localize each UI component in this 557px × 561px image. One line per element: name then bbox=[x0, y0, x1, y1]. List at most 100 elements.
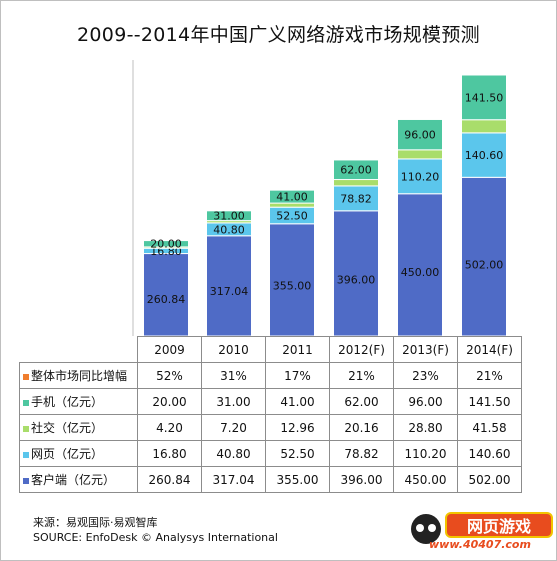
table-cell: 41.58 bbox=[457, 414, 522, 441]
data-label: 20.00 bbox=[150, 238, 182, 251]
legend-label: 网页（亿元） bbox=[31, 447, 104, 461]
legend-key bbox=[23, 399, 29, 406]
bar-segment bbox=[206, 210, 252, 222]
table-cell: 502.00 bbox=[457, 466, 522, 493]
table-cell: 28.80 bbox=[393, 414, 458, 441]
table-cell: 52.50 bbox=[265, 440, 330, 467]
data-label: 502.00 bbox=[465, 259, 504, 272]
table-cell: 396.00 bbox=[329, 466, 394, 493]
row-label: 客户端（亿元） bbox=[19, 466, 138, 493]
bar-segment bbox=[461, 176, 507, 337]
bar-segment bbox=[397, 149, 443, 160]
table-cell: 40.80 bbox=[201, 440, 266, 467]
table-row: 社交（亿元） 4.20 7.20 12.96 20.16 28.80 41.58 bbox=[19, 414, 522, 441]
table-row: 整体市场同比增幅 52% 31% 17% 21% 23% 21% bbox=[19, 362, 522, 389]
legend-label: 客户端（亿元） bbox=[31, 473, 116, 487]
data-label: 110.20 bbox=[401, 170, 440, 183]
table-cell: 141.50 bbox=[457, 388, 522, 415]
bar-segment bbox=[333, 179, 379, 187]
data-label: 450.00 bbox=[401, 266, 440, 279]
bar-segment bbox=[333, 185, 379, 212]
row-label: 手机（亿元） bbox=[19, 388, 138, 415]
table-column-header: 2011 bbox=[265, 336, 330, 363]
table-cell: 52% bbox=[137, 362, 202, 389]
data-label: 140.60 bbox=[465, 149, 504, 162]
table-cell: 7.20 bbox=[201, 414, 266, 441]
data-label: 396.00 bbox=[337, 274, 376, 287]
table-cell: 21% bbox=[457, 362, 522, 389]
data-table: 2009 2010 2011 2012(F) 2013(F) 2014(F) 整体市场同比增… bbox=[19, 336, 522, 493]
table-cell: 41.00 bbox=[265, 388, 330, 415]
table-cell: 31% bbox=[201, 362, 266, 389]
bar-segment bbox=[461, 132, 507, 178]
table-cell: 450.00 bbox=[393, 466, 458, 493]
watermark-badge: 网页游戏 bbox=[445, 512, 553, 538]
table-column-header: 2014(F) bbox=[457, 336, 522, 363]
table-cell: 62.00 bbox=[329, 388, 394, 415]
table-cell: 78.82 bbox=[329, 440, 394, 467]
table-cell: 96.00 bbox=[393, 388, 458, 415]
data-label: 40.80 bbox=[213, 223, 245, 236]
table-cell: 17% bbox=[265, 362, 330, 389]
bar-segment bbox=[397, 158, 443, 195]
bar-segment bbox=[461, 119, 507, 134]
data-label: 317.04 bbox=[210, 285, 249, 298]
table-cell: 12.96 bbox=[265, 414, 330, 441]
data-label: 96.00 bbox=[404, 129, 436, 142]
data-label: 52.50 bbox=[276, 209, 308, 222]
table-column-header: 2010 bbox=[201, 336, 266, 363]
table-row: 手机（亿元） 20.00 31.00 41.00 62.00 96.00 141.50 bbox=[19, 388, 522, 415]
legend-key bbox=[23, 451, 29, 458]
bar-segment bbox=[269, 189, 315, 204]
table-cell: 20.16 bbox=[329, 414, 394, 441]
source-line-cn: 来源：易观国际·易观智库 bbox=[33, 516, 158, 529]
table-row: 客户端（亿元） 260.84 317.04 355.00 396.00 450.00 502… bbox=[19, 466, 522, 493]
table-cell: 140.60 bbox=[457, 440, 522, 467]
legend-label: 手机（亿元） bbox=[31, 395, 104, 409]
legend-label: 社交（亿元） bbox=[31, 421, 104, 435]
table-cell: 317.04 bbox=[201, 466, 266, 493]
watermark-logo: 网页游戏 www.40407.com bbox=[411, 508, 553, 556]
table-cell: 4.20 bbox=[137, 414, 202, 441]
table-column-header: 2009 bbox=[137, 336, 202, 363]
table-cell: 31.00 bbox=[201, 388, 266, 415]
legend-key bbox=[23, 425, 29, 432]
mascot-icon bbox=[411, 514, 441, 544]
bar-segment bbox=[397, 118, 443, 151]
data-label: 141.50 bbox=[465, 91, 504, 104]
bar-segment bbox=[333, 159, 379, 181]
table-cell: 260.84 bbox=[137, 466, 202, 493]
data-label: 62.00 bbox=[340, 164, 372, 177]
legend-label: 整体市场同比增幅 bbox=[31, 369, 128, 383]
chart-title: 2009--2014年中国广义网络游戏市场规模预测 bbox=[77, 24, 480, 46]
row-label: 社交（亿元） bbox=[19, 414, 138, 441]
table-corner bbox=[19, 336, 138, 363]
legend-key bbox=[23, 373, 29, 380]
row-label: 整体市场同比增幅 bbox=[19, 362, 138, 389]
data-label: 31.00 bbox=[213, 210, 245, 223]
bar-segment bbox=[397, 193, 443, 337]
bar-segment bbox=[461, 74, 507, 121]
table-cell: 355.00 bbox=[265, 466, 330, 493]
table-cell: 21% bbox=[329, 362, 394, 389]
data-label: 78.82 bbox=[340, 192, 372, 205]
table-column-header: 2013(F) bbox=[393, 336, 458, 363]
table-header-row: 2009 2010 2011 2012(F) 2013(F) 2014(F) bbox=[19, 336, 522, 363]
table-cell: 16.80 bbox=[137, 440, 202, 467]
bar-segment bbox=[269, 202, 315, 208]
data-label: 355.00 bbox=[273, 280, 312, 293]
source-line-en: SOURCE: EnfoDesk © Analysys Internationa… bbox=[33, 531, 278, 544]
table-cell: 110.20 bbox=[393, 440, 458, 467]
bar-segment bbox=[143, 240, 189, 248]
table-cell: 20.00 bbox=[137, 388, 202, 415]
data-label: 41.00 bbox=[276, 191, 308, 204]
bar-segment bbox=[333, 210, 379, 337]
table-column-header: 2012(F) bbox=[329, 336, 394, 363]
bar-segment bbox=[206, 235, 252, 337]
row-label: 网页（亿元） bbox=[19, 440, 138, 467]
data-label: 260.84 bbox=[147, 293, 186, 306]
legend-key bbox=[23, 477, 29, 484]
table-cell: 23% bbox=[393, 362, 458, 389]
table-row: 网页（亿元） 16.80 40.80 52.50 78.82 110.20 140.60 bbox=[19, 440, 522, 467]
